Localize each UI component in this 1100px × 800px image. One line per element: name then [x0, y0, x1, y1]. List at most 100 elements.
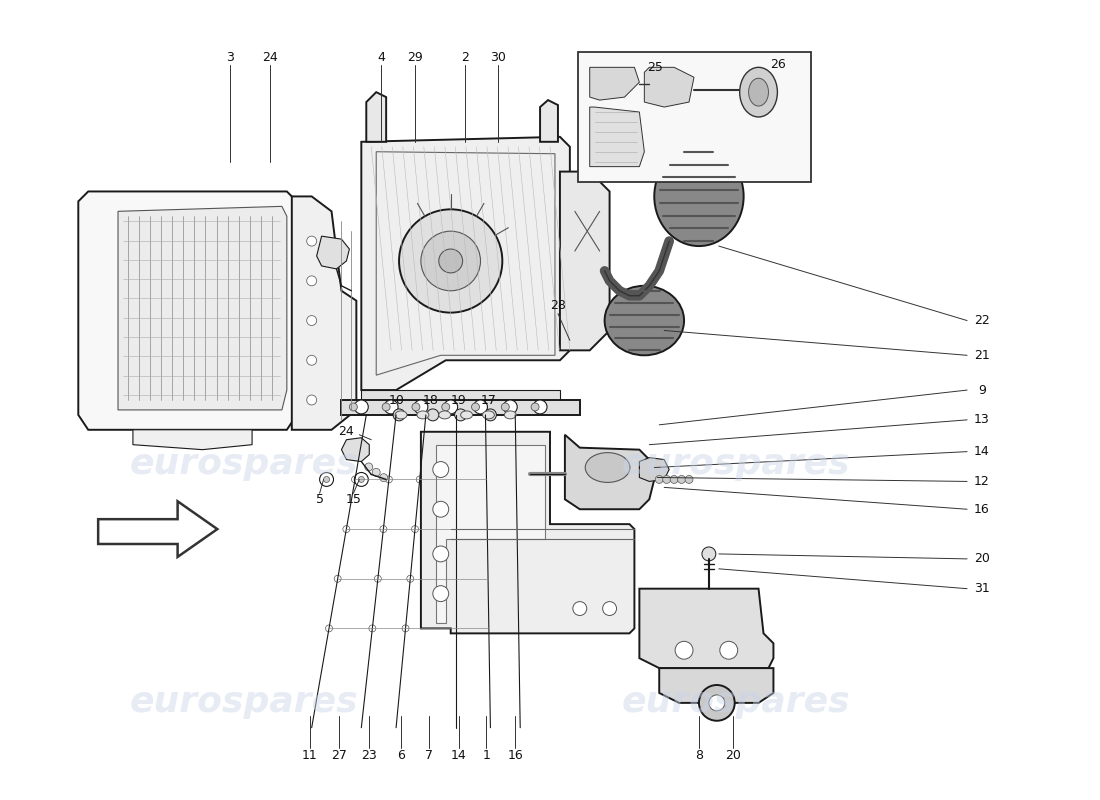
Circle shape [432, 502, 449, 517]
Circle shape [504, 400, 517, 414]
Polygon shape [361, 390, 560, 405]
Circle shape [439, 249, 463, 273]
Circle shape [320, 473, 333, 486]
Circle shape [323, 477, 330, 482]
Circle shape [472, 403, 480, 411]
Polygon shape [341, 438, 370, 462]
Text: 26: 26 [770, 58, 786, 71]
Polygon shape [436, 445, 544, 623]
Text: 28: 28 [550, 299, 565, 312]
Ellipse shape [739, 67, 778, 117]
Circle shape [432, 586, 449, 602]
Circle shape [702, 547, 716, 561]
Circle shape [412, 403, 420, 411]
Circle shape [719, 642, 738, 659]
Circle shape [485, 625, 493, 632]
Text: 22: 22 [975, 314, 990, 327]
Polygon shape [292, 197, 356, 430]
Text: 14: 14 [975, 445, 990, 458]
Circle shape [343, 526, 350, 533]
Circle shape [443, 400, 458, 414]
Circle shape [307, 395, 317, 405]
Text: 24: 24 [339, 426, 354, 438]
Circle shape [385, 476, 393, 483]
Text: 19: 19 [451, 394, 466, 406]
Circle shape [393, 409, 405, 421]
Circle shape [372, 468, 381, 476]
Polygon shape [98, 502, 218, 557]
Text: 21: 21 [975, 349, 990, 362]
Circle shape [432, 462, 449, 478]
Ellipse shape [585, 453, 630, 482]
Circle shape [354, 473, 368, 486]
Circle shape [675, 642, 693, 659]
Text: 17: 17 [481, 394, 496, 406]
Circle shape [485, 575, 492, 582]
Polygon shape [645, 67, 694, 107]
Polygon shape [659, 668, 773, 703]
Ellipse shape [439, 411, 451, 419]
Text: 12: 12 [975, 475, 990, 488]
Text: 9: 9 [978, 383, 986, 397]
Text: 2: 2 [461, 51, 469, 64]
Circle shape [359, 477, 364, 482]
Polygon shape [540, 100, 558, 142]
Circle shape [708, 695, 725, 711]
Circle shape [384, 400, 398, 414]
Circle shape [379, 474, 387, 482]
Circle shape [379, 526, 387, 533]
Text: 14: 14 [451, 749, 466, 762]
Circle shape [698, 685, 735, 721]
Text: 16: 16 [507, 749, 524, 762]
Polygon shape [341, 400, 580, 415]
Circle shape [411, 526, 418, 533]
Polygon shape [590, 67, 639, 100]
Circle shape [414, 400, 428, 414]
Bar [578, 53, 811, 182]
Polygon shape [560, 171, 609, 350]
Circle shape [662, 475, 671, 483]
Circle shape [403, 625, 409, 632]
Text: 27: 27 [331, 749, 348, 762]
Text: 30: 30 [491, 51, 506, 64]
Circle shape [354, 400, 368, 414]
Ellipse shape [395, 411, 407, 419]
Ellipse shape [504, 411, 516, 419]
Polygon shape [366, 92, 386, 142]
Circle shape [307, 355, 317, 366]
Circle shape [452, 476, 459, 483]
Circle shape [484, 409, 496, 421]
Circle shape [483, 476, 490, 483]
Text: 23: 23 [362, 749, 377, 762]
Circle shape [484, 526, 491, 533]
Text: 8: 8 [695, 749, 703, 762]
Polygon shape [565, 434, 654, 510]
Circle shape [502, 403, 509, 411]
Text: 15: 15 [345, 493, 361, 506]
Circle shape [307, 315, 317, 326]
Circle shape [656, 475, 663, 483]
Circle shape [432, 546, 449, 562]
Polygon shape [590, 107, 645, 166]
Circle shape [452, 575, 459, 582]
Text: 25: 25 [647, 61, 663, 74]
Circle shape [452, 625, 459, 632]
Circle shape [685, 475, 693, 483]
Text: 20: 20 [974, 552, 990, 566]
Circle shape [307, 236, 317, 246]
Circle shape [473, 400, 487, 414]
Text: 18: 18 [422, 394, 439, 406]
Text: 6: 6 [397, 749, 405, 762]
Polygon shape [639, 589, 773, 668]
Circle shape [352, 476, 359, 483]
Circle shape [534, 400, 547, 414]
Polygon shape [361, 137, 570, 390]
Circle shape [399, 210, 503, 313]
Text: 10: 10 [389, 394, 405, 406]
Text: 4: 4 [377, 51, 385, 64]
Circle shape [374, 575, 382, 582]
Polygon shape [317, 236, 350, 269]
Circle shape [531, 403, 539, 411]
Polygon shape [118, 206, 287, 410]
Text: 13: 13 [975, 414, 990, 426]
